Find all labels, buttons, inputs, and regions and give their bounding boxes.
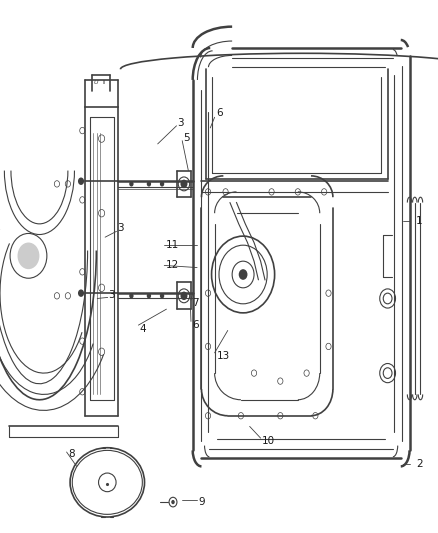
Circle shape <box>239 269 247 280</box>
Text: 11: 11 <box>166 240 179 250</box>
Circle shape <box>180 292 187 300</box>
Text: II: II <box>102 80 105 85</box>
Text: 8: 8 <box>68 449 74 459</box>
Text: 10: 10 <box>262 437 275 446</box>
Circle shape <box>18 243 39 269</box>
Circle shape <box>180 180 187 188</box>
Circle shape <box>147 181 151 187</box>
Text: 5: 5 <box>183 133 190 142</box>
Circle shape <box>171 500 175 504</box>
Text: U: U <box>93 80 98 85</box>
Text: 7: 7 <box>192 298 198 308</box>
Text: 6: 6 <box>192 320 198 330</box>
Circle shape <box>160 181 164 187</box>
Circle shape <box>78 289 84 297</box>
Text: 3: 3 <box>117 223 124 233</box>
Text: 3: 3 <box>109 290 115 300</box>
Circle shape <box>147 293 151 298</box>
Circle shape <box>160 293 164 298</box>
Text: 4: 4 <box>139 325 146 334</box>
Circle shape <box>129 293 134 298</box>
Text: 3: 3 <box>177 118 184 127</box>
Circle shape <box>78 177 84 185</box>
Circle shape <box>129 181 134 187</box>
Text: 1: 1 <box>416 216 423 226</box>
Text: 13: 13 <box>216 351 230 361</box>
Text: 12: 12 <box>166 261 179 270</box>
Text: 2: 2 <box>416 459 423 469</box>
Text: 6: 6 <box>216 108 223 118</box>
Text: 9: 9 <box>198 497 205 507</box>
